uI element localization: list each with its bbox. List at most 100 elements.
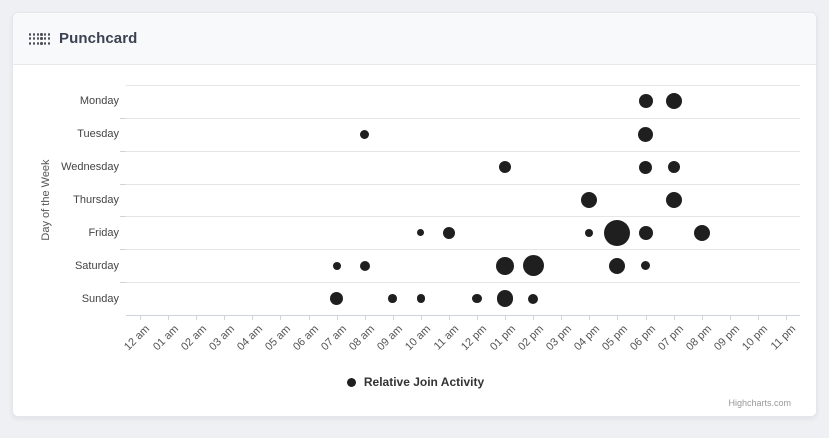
- y-axis-tick: [120, 117, 126, 119]
- data-point[interactable]: [638, 225, 653, 240]
- x-axis-tick: [617, 315, 619, 320]
- x-axis-label: 10 pm: [740, 323, 771, 354]
- highcharts-credits-link[interactable]: Highcharts.com: [728, 398, 791, 408]
- x-axis-label: 06 am: [290, 323, 322, 354]
- x-axis-label: 03 pm: [543, 323, 574, 354]
- data-point[interactable]: [665, 192, 682, 208]
- plot-gridline: [126, 183, 800, 185]
- x-axis-label: 09 pm: [712, 323, 743, 354]
- x-axis-label: 12 pm: [459, 323, 490, 354]
- legend-label: Relative Join Activity: [363, 375, 485, 389]
- x-axis-label: 02 am: [178, 323, 209, 354]
- data-point[interactable]: [360, 129, 370, 139]
- x-axis-label: 06 pm: [627, 323, 659, 354]
- x-axis-tick: [336, 315, 338, 320]
- x-axis-label: 10 am: [403, 323, 434, 354]
- chart-area: Day of the Week Relative Join Activity H…: [13, 65, 816, 416]
- x-axis-label: 01 am: [150, 323, 181, 354]
- x-axis-tick: [589, 315, 591, 320]
- x-axis-tick: [168, 315, 170, 320]
- data-point[interactable]: [665, 93, 682, 110]
- data-point[interactable]: [496, 256, 515, 275]
- x-axis-label: 09 am: [375, 323, 406, 354]
- data-point[interactable]: [639, 160, 653, 174]
- y-axis-label: Monday: [79, 95, 119, 108]
- data-point[interactable]: [585, 228, 594, 237]
- y-axis-tick: [120, 216, 126, 218]
- x-axis-label: 11 pm: [768, 323, 799, 353]
- plot-gridline: [126, 85, 800, 86]
- data-point[interactable]: [416, 294, 426, 303]
- x-axis-label: 01 pm: [487, 323, 518, 354]
- x-axis-label: 02 pm: [515, 323, 546, 354]
- y-axis-label: Tuesday: [77, 128, 119, 141]
- x-axis-tick: [420, 315, 422, 320]
- y-axis-label: Saturday: [74, 259, 119, 272]
- y-axis-label: Sunday: [81, 292, 119, 305]
- plot-gridline: [126, 216, 800, 218]
- x-axis-tick: [701, 315, 703, 320]
- x-axis-tick: [224, 315, 226, 320]
- x-axis-line: [126, 315, 800, 316]
- data-point[interactable]: [417, 229, 425, 237]
- x-axis-tick: [280, 315, 282, 320]
- data-point[interactable]: [693, 224, 710, 241]
- data-point[interactable]: [581, 192, 598, 208]
- x-axis-tick: [505, 315, 507, 320]
- x-axis-tick: [196, 315, 198, 320]
- y-axis-label: Wednesday: [61, 161, 119, 174]
- plot-gridline: [126, 249, 800, 251]
- plot-gridline: [126, 117, 800, 119]
- plot-gridline: [126, 282, 800, 284]
- data-point[interactable]: [330, 292, 344, 306]
- card-title: Punchcard: [59, 30, 138, 47]
- x-axis-tick: [477, 315, 479, 320]
- x-axis-tick: [448, 315, 450, 320]
- x-axis-tick: [757, 315, 759, 320]
- data-point[interactable]: [641, 261, 651, 271]
- x-axis-tick: [308, 315, 310, 320]
- data-point[interactable]: [472, 293, 482, 304]
- x-axis-tick: [533, 315, 535, 320]
- data-point[interactable]: [388, 294, 398, 303]
- data-point[interactable]: [522, 255, 544, 277]
- x-axis-tick: [364, 315, 366, 320]
- plot-gridline: [126, 150, 800, 152]
- dots-grid-icon: [29, 32, 50, 45]
- x-axis-label: 07 am: [319, 323, 350, 354]
- x-axis-label: 12 am: [122, 323, 153, 354]
- x-axis-label: 03 am: [206, 323, 237, 354]
- x-axis-label: 05 am: [262, 323, 293, 354]
- x-axis-label: 07 pm: [656, 323, 687, 354]
- x-axis-label: 08 am: [347, 323, 378, 354]
- x-axis-tick: [645, 315, 647, 320]
- data-point[interactable]: [496, 290, 514, 307]
- legend[interactable]: Relative Join Activity: [13, 375, 816, 389]
- data-point[interactable]: [499, 161, 512, 174]
- data-point[interactable]: [609, 257, 626, 274]
- punchcard-card: Punchcard Day of the Week Relative Join …: [12, 12, 817, 417]
- data-point[interactable]: [638, 126, 654, 142]
- card-header: Punchcard: [13, 13, 816, 65]
- data-point[interactable]: [359, 260, 370, 271]
- y-axis-tick: [120, 249, 126, 251]
- data-point[interactable]: [638, 94, 653, 109]
- legend-marker-icon: [346, 377, 356, 387]
- x-axis-label: 04 am: [234, 323, 265, 354]
- x-axis-label: 08 pm: [684, 323, 715, 354]
- x-axis-label: 11 am: [431, 323, 462, 353]
- y-axis-label: Friday: [88, 226, 119, 239]
- x-axis-tick: [392, 315, 394, 320]
- x-axis-tick: [729, 315, 731, 320]
- y-axis-tick: [120, 150, 126, 152]
- data-point[interactable]: [442, 226, 456, 240]
- x-axis-tick: [140, 315, 142, 320]
- data-point[interactable]: [528, 293, 539, 304]
- data-point[interactable]: [667, 161, 680, 174]
- x-axis-tick: [561, 315, 563, 320]
- x-axis-label: 04 pm: [571, 323, 602, 354]
- y-axis-tick: [120, 282, 126, 284]
- data-point[interactable]: [332, 261, 341, 270]
- y-axis-tick: [120, 183, 126, 185]
- data-point[interactable]: [604, 219, 631, 246]
